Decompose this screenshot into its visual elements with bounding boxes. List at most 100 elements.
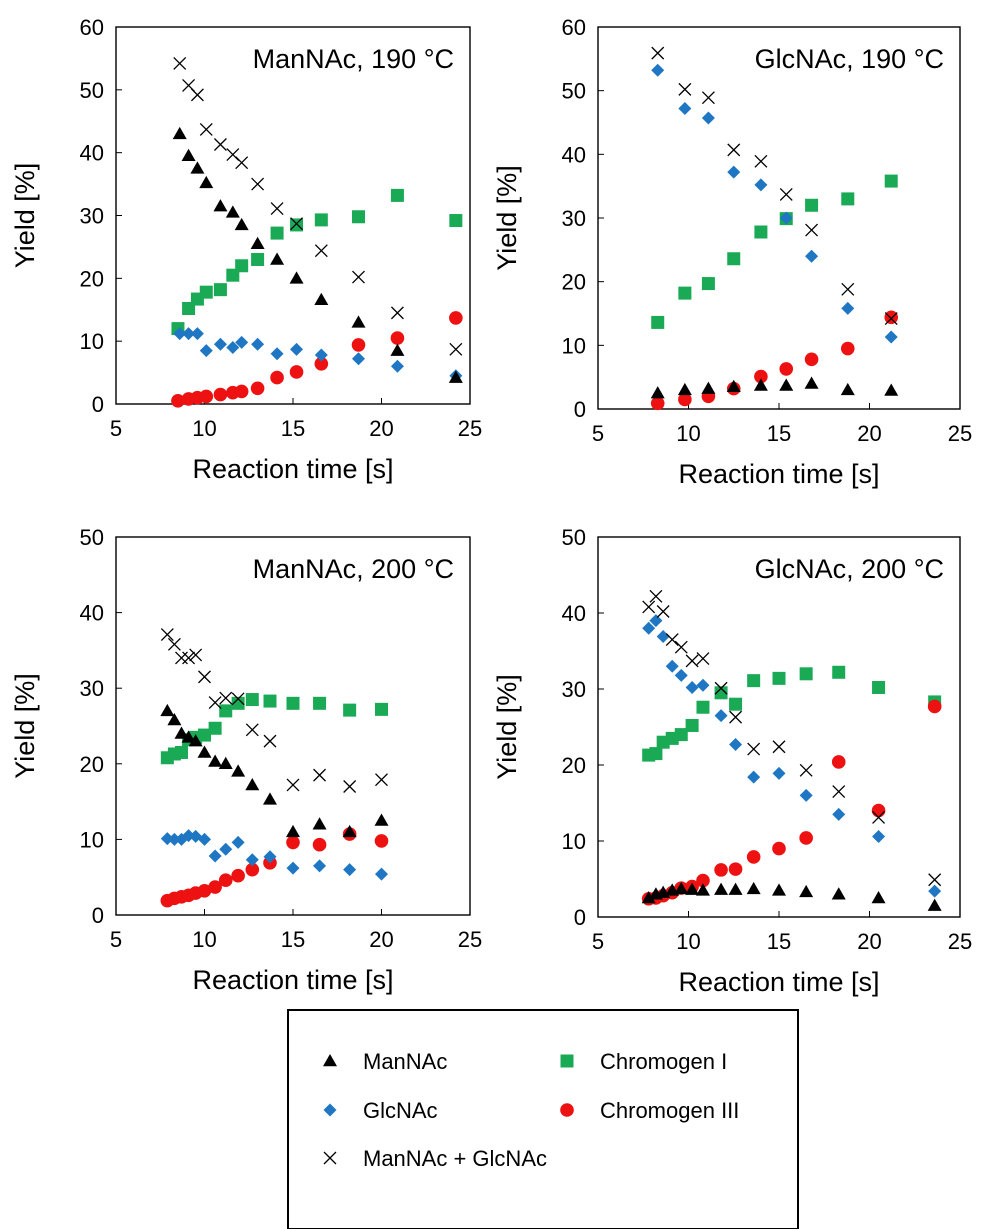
data-point	[286, 835, 300, 850]
y-axis-label: Yield [%]	[492, 165, 522, 271]
data-point	[746, 850, 761, 864]
data-point	[351, 210, 365, 224]
data-point	[208, 696, 222, 710]
data-point	[199, 175, 214, 189]
data-point	[831, 755, 846, 769]
y-tick-label: 30	[562, 206, 586, 231]
data-point	[375, 773, 388, 787]
series-mannac	[172, 126, 463, 383]
data-point	[884, 330, 898, 344]
data-point	[772, 766, 786, 780]
legend-marker	[323, 1103, 337, 1117]
legend-box	[287, 1009, 799, 1229]
data-point	[343, 703, 357, 717]
y-tick-label: 20	[562, 270, 586, 295]
data-point	[245, 853, 259, 867]
data-point	[805, 198, 819, 212]
data-point	[289, 271, 304, 284]
data-point	[696, 652, 710, 666]
data-point	[313, 768, 327, 782]
series-mannac-glcnac	[651, 46, 898, 326]
data-point	[927, 699, 942, 714]
panel-title: GlcNAc, 190 °C	[755, 44, 944, 74]
data-point	[213, 138, 227, 151]
data-point	[390, 359, 404, 373]
data-point	[714, 882, 729, 895]
data-point	[799, 788, 813, 802]
data-point	[799, 884, 814, 898]
data-point	[190, 161, 205, 174]
data-point	[314, 292, 329, 305]
data-point	[234, 384, 249, 399]
data-point	[449, 214, 463, 228]
data-point	[696, 700, 710, 714]
data-point	[656, 605, 670, 618]
data-point	[263, 850, 277, 864]
y-tick-label: 10	[562, 829, 586, 854]
data-point	[695, 883, 710, 896]
legend-entry: Chromogen I	[560, 1049, 727, 1074]
data-point	[263, 694, 277, 708]
data-point	[871, 891, 886, 904]
data-point	[727, 252, 741, 266]
data-point	[245, 862, 260, 877]
data-point	[884, 312, 898, 326]
y-tick-label: 40	[80, 141, 104, 166]
data-point	[685, 718, 699, 732]
data-point	[286, 824, 300, 838]
data-point	[351, 338, 366, 352]
y-tick-label: 40	[562, 142, 586, 167]
y-axis-label: Yield [%]	[10, 163, 40, 269]
y-tick-label: 10	[562, 333, 586, 358]
data-point	[927, 898, 942, 911]
data-point	[286, 778, 300, 792]
legend-entry: GlcNAc	[323, 1098, 438, 1123]
data-point	[799, 667, 813, 681]
data-point	[181, 148, 196, 162]
y-tick-label: 20	[562, 753, 586, 778]
legend-marker	[560, 1054, 574, 1068]
y-tick-label: 30	[562, 677, 586, 702]
series-chromogen-i	[642, 665, 942, 762]
data-point	[181, 730, 196, 743]
x-tick-label: 5	[592, 421, 604, 446]
data-point	[251, 252, 265, 266]
data-point	[651, 315, 665, 329]
legend: ManNAc GlcNAc ManNAc + GlcNAc Chromogen I Ch…	[287, 1009, 799, 1229]
y-tick-label: 20	[80, 266, 104, 291]
data-point	[270, 370, 284, 385]
data-point	[219, 691, 233, 705]
data-point	[231, 835, 245, 849]
data-point	[665, 659, 679, 673]
data-point	[390, 306, 404, 320]
x-tick-label: 20	[857, 929, 881, 954]
data-point	[270, 252, 285, 265]
series-mannac-glcnac	[160, 628, 388, 793]
data-point	[218, 756, 233, 770]
data-point	[270, 226, 284, 240]
data-point	[351, 352, 365, 366]
data-point	[727, 143, 741, 157]
chart-panel: 5 10 15 20 25 0 10 20 30 40 50 Reaction time [s] Yie…	[492, 525, 972, 997]
data-point	[250, 381, 265, 396]
data-point	[290, 217, 303, 231]
x-tick-label: 5	[110, 927, 122, 952]
data-point	[231, 696, 245, 710]
data-point	[779, 378, 794, 391]
y-axis-label: Yield [%]	[492, 674, 522, 780]
x-tick-label: 5	[592, 929, 604, 954]
data-point	[286, 861, 300, 875]
data-point	[650, 396, 665, 411]
x-axis-label: Reaction time [s]	[192, 965, 393, 995]
series-glcnac	[173, 327, 463, 383]
data-point	[678, 286, 692, 300]
x-tick-label: 15	[281, 927, 305, 952]
x-axis-label: Reaction time [s]	[678, 967, 879, 997]
data-point	[231, 868, 245, 883]
data-point	[174, 745, 188, 759]
data-point	[928, 873, 942, 887]
series-chromogen-iii	[171, 311, 463, 408]
data-point	[754, 154, 768, 168]
x-tick-label: 15	[767, 421, 791, 446]
data-point	[696, 678, 710, 692]
